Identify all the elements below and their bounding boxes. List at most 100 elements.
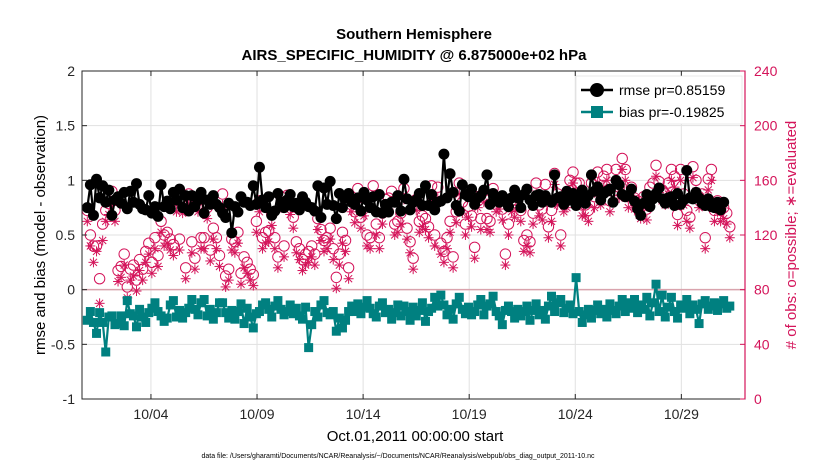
- bias-point: [414, 305, 424, 315]
- bias-point: [580, 310, 590, 320]
- rmse-point: [456, 179, 468, 191]
- rmse-point: [327, 199, 339, 211]
- bias-point: [577, 317, 587, 327]
- possible-obs-point: [524, 236, 536, 248]
- bias-point: [344, 307, 354, 317]
- rmse-point: [315, 212, 327, 224]
- rmse-point: [253, 161, 265, 173]
- rmse-point: [155, 179, 167, 191]
- possible-obs-point: [484, 215, 496, 228]
- possible-obs-point: [650, 159, 662, 172]
- possible-obs-point: [118, 248, 130, 260]
- evaluated-obs-point: [700, 243, 711, 254]
- evaluated-obs-point: [306, 251, 317, 262]
- possible-obs-point: [407, 252, 419, 264]
- evaluated-obs-point: [583, 216, 594, 227]
- y-tick-label: 0.5: [56, 227, 76, 243]
- evaluated-obs-point: [309, 260, 320, 271]
- bias-point: [405, 315, 415, 325]
- bias-point: [399, 301, 409, 311]
- bias-point: [691, 304, 701, 314]
- bias-point: [451, 299, 461, 309]
- rmse-point: [392, 190, 404, 202]
- evaluated-obs-point: [140, 257, 151, 268]
- rmse-point: [395, 205, 407, 217]
- rmse-point: [232, 206, 244, 218]
- evaluated-obs-point: [374, 243, 385, 254]
- rmse-point: [585, 169, 597, 181]
- evaluated-obs-point: [208, 234, 219, 245]
- rmse-point: [521, 183, 533, 195]
- evaluated-obs-point: [500, 260, 511, 271]
- evaluated-obs-point: [392, 227, 403, 238]
- bias-point: [448, 314, 458, 324]
- possible-obs-point: [499, 248, 512, 260]
- possible-obs-point: [179, 262, 192, 274]
- possible-obs-point: [428, 229, 441, 241]
- rmse-point: [515, 202, 527, 214]
- evaluated-obs-point: [371, 230, 382, 240]
- rmse-point: [453, 205, 465, 217]
- bias-point: [273, 296, 283, 306]
- bias-point: [131, 322, 141, 332]
- bias-point: [602, 312, 612, 322]
- evaluated-obs-point: [721, 219, 732, 230]
- x-axis-label: Oct.01,2011 00:00:00 start: [327, 428, 504, 445]
- bias-point: [122, 296, 132, 306]
- rmse-point: [604, 183, 616, 195]
- bias-point: [510, 313, 520, 323]
- bias-point: [282, 307, 292, 317]
- bias-point: [301, 302, 311, 312]
- evaluated-obs-point: [601, 175, 612, 186]
- evaluated-obs-point: [546, 216, 557, 227]
- evaluated-obs-point: [315, 235, 326, 246]
- rmse-point: [607, 196, 619, 208]
- evaluated-obs-point: [248, 280, 259, 291]
- bias-point: [261, 298, 271, 308]
- possible-obs-point: [336, 226, 349, 238]
- y-tick-label: -1: [63, 391, 76, 407]
- bias-point: [88, 317, 98, 327]
- evaluated-obs-point: [285, 209, 296, 220]
- evaluated-obs-point: [543, 232, 554, 243]
- bias-point: [571, 273, 581, 283]
- bias-point: [95, 308, 105, 318]
- bias-point: [531, 299, 541, 309]
- bias-point: [460, 309, 470, 319]
- rmse-series: [81, 148, 730, 239]
- evaluated-obs-point: [257, 243, 268, 254]
- evaluated-obs-point: [420, 224, 431, 235]
- bias-point: [679, 303, 689, 313]
- legend: rmse pr=0.85159 bias pr=-0.19825: [575, 75, 743, 125]
- evaluated-obs-point: [675, 175, 686, 186]
- bias-point: [420, 316, 430, 326]
- evaluated-obs-point: [438, 257, 449, 268]
- rmse-point: [549, 169, 561, 181]
- evaluated-obs-point: [146, 268, 157, 279]
- bias-point: [513, 304, 523, 314]
- bias-point: [669, 307, 679, 317]
- possible-obs-point: [684, 211, 696, 223]
- x-tick-label: 10/24: [558, 406, 593, 422]
- bias-point: [116, 311, 126, 321]
- evaluated-obs-point: [521, 240, 532, 251]
- bias-point: [107, 311, 117, 321]
- bias-point: [276, 304, 286, 314]
- bias-point: [525, 315, 535, 325]
- bias-point: [522, 301, 532, 311]
- bias-point: [497, 320, 507, 330]
- bias-point: [82, 315, 92, 325]
- bias-point: [362, 296, 372, 306]
- bias-point: [494, 311, 504, 321]
- evaluated-obs-point: [272, 262, 283, 273]
- bias-point: [473, 300, 483, 310]
- bias-point: [485, 299, 495, 309]
- rmse-point: [130, 178, 142, 190]
- possible-obs-point: [367, 180, 379, 192]
- bias-point: [445, 304, 455, 314]
- bias-point: [141, 317, 151, 327]
- bias-point: [371, 312, 381, 322]
- bias-point: [433, 301, 443, 311]
- evaluated-obs-point: [408, 264, 419, 275]
- possible-obs-point: [213, 249, 226, 262]
